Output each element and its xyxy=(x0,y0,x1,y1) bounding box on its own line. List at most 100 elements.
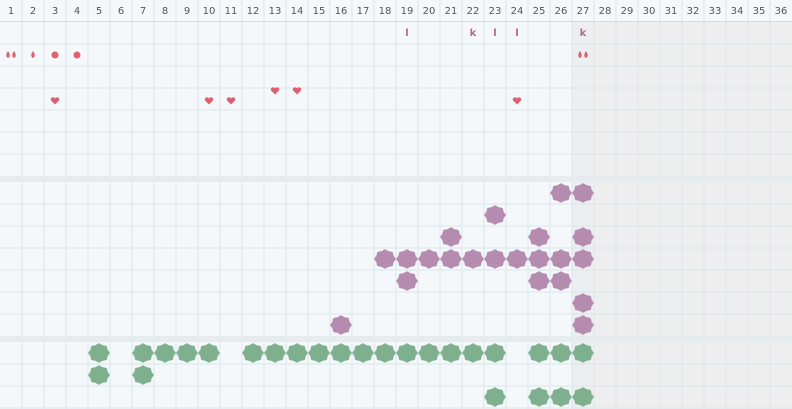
blob xyxy=(572,249,594,269)
day-label: 31 xyxy=(665,6,678,17)
day-label: 35 xyxy=(753,6,766,17)
day-label: 3 xyxy=(52,6,58,17)
day-label: 21 xyxy=(445,6,458,17)
day-label: 13 xyxy=(269,6,282,17)
blob xyxy=(528,271,550,291)
day-label: 2 xyxy=(30,6,36,17)
blob xyxy=(484,249,506,269)
blob xyxy=(484,205,506,225)
day-label: 19 xyxy=(401,6,414,17)
today-column xyxy=(572,22,594,176)
future-column xyxy=(616,342,638,409)
marker-letter: l xyxy=(493,28,496,39)
day-label: 5 xyxy=(96,6,102,17)
day-label: 9 xyxy=(184,6,190,17)
double-drop xyxy=(584,51,588,58)
heart xyxy=(226,97,236,105)
day-label: 14 xyxy=(291,6,304,17)
future-column xyxy=(748,22,770,176)
day-label: 7 xyxy=(140,6,146,17)
blob xyxy=(550,343,572,363)
day-label: 34 xyxy=(731,6,744,17)
future-column xyxy=(748,342,770,409)
future-column xyxy=(770,342,792,409)
blob xyxy=(132,343,154,363)
day-label: 20 xyxy=(423,6,436,17)
future-column xyxy=(704,182,726,336)
blob xyxy=(462,249,484,269)
future-column xyxy=(660,342,682,409)
dot xyxy=(51,51,59,59)
blob xyxy=(528,249,550,269)
blob xyxy=(440,227,462,247)
blob xyxy=(572,227,594,247)
blob xyxy=(396,271,418,291)
day-label: 29 xyxy=(621,6,634,17)
blob xyxy=(572,343,594,363)
day-label: 23 xyxy=(489,6,502,17)
blob xyxy=(352,343,374,363)
blob xyxy=(572,183,594,203)
future-column xyxy=(594,22,616,176)
future-column xyxy=(660,182,682,336)
heart xyxy=(204,97,214,105)
blob xyxy=(550,271,572,291)
day-label: 28 xyxy=(599,6,612,17)
day-label: 6 xyxy=(118,6,124,17)
blob xyxy=(528,387,550,407)
double-drop xyxy=(578,51,582,58)
future-column xyxy=(616,22,638,176)
blob xyxy=(528,227,550,247)
day-label: 4 xyxy=(74,6,80,17)
future-column xyxy=(638,182,660,336)
blob xyxy=(572,293,594,313)
blob xyxy=(88,343,110,363)
day-label: 10 xyxy=(203,6,216,17)
day-label: 18 xyxy=(379,6,392,17)
blob xyxy=(528,343,550,363)
blob xyxy=(198,343,220,363)
day-label: 11 xyxy=(225,6,238,17)
drop xyxy=(31,51,35,58)
blob xyxy=(506,249,528,269)
day-label: 17 xyxy=(357,6,370,17)
future-column xyxy=(770,182,792,336)
day-label: 8 xyxy=(162,6,168,17)
future-column xyxy=(682,182,704,336)
blob xyxy=(308,343,330,363)
blob xyxy=(550,249,572,269)
double-drop xyxy=(12,51,16,58)
day-label: 12 xyxy=(247,6,260,17)
blob xyxy=(374,343,396,363)
day-label: 25 xyxy=(533,6,546,17)
blob xyxy=(572,315,594,335)
blob xyxy=(440,343,462,363)
dot xyxy=(73,51,81,59)
blob xyxy=(330,315,352,335)
future-column xyxy=(594,342,616,409)
blob xyxy=(396,249,418,269)
blob xyxy=(550,387,572,407)
blob xyxy=(396,343,418,363)
future-column xyxy=(748,182,770,336)
marker-letter: k xyxy=(470,28,477,39)
blob xyxy=(418,249,440,269)
future-column xyxy=(704,342,726,409)
marker-letter: l xyxy=(515,28,518,39)
blob xyxy=(484,343,506,363)
day-label: 33 xyxy=(709,6,722,17)
blob xyxy=(484,387,506,407)
blob xyxy=(418,343,440,363)
marker-letter: l xyxy=(405,28,408,39)
heart xyxy=(292,87,302,95)
blob xyxy=(440,249,462,269)
day-label: 36 xyxy=(775,6,788,17)
future-column xyxy=(726,22,748,176)
blob xyxy=(550,183,572,203)
double-drop xyxy=(6,51,10,58)
blob xyxy=(330,343,352,363)
day-label: 32 xyxy=(687,6,700,17)
day-label: 15 xyxy=(313,6,326,17)
blob xyxy=(374,249,396,269)
future-column xyxy=(726,182,748,336)
